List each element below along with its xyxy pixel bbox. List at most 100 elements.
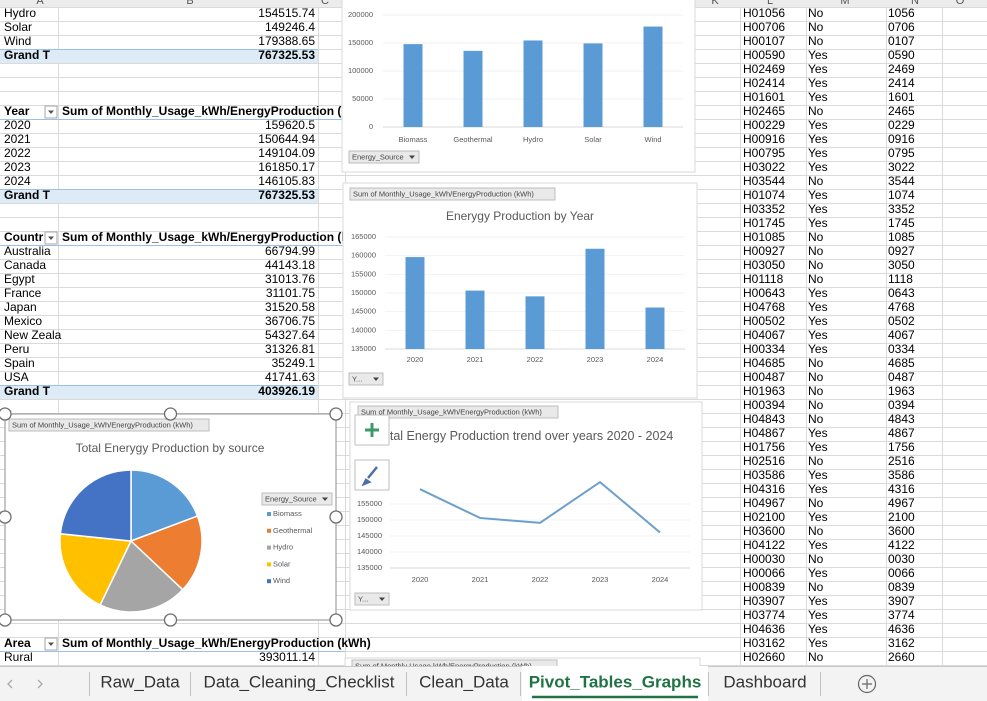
- code: 2469: [888, 62, 915, 76]
- selection-handle[interactable]: [329, 613, 343, 627]
- pivot-value: 31101.75: [266, 286, 315, 300]
- legend-label: Geothermal: [273, 526, 313, 535]
- new-sheet-button[interactable]: [857, 674, 877, 694]
- pivot-row-label: Japan: [4, 300, 37, 314]
- house-id: H04843: [743, 412, 785, 426]
- pivot-row-label: Hydro: [4, 6, 36, 20]
- pivot-filter-button[interactable]: [44, 105, 58, 119]
- house-id: H04316: [743, 482, 785, 496]
- add-chart-element-button[interactable]: [354, 414, 390, 446]
- selection-handle[interactable]: [329, 510, 343, 524]
- code: 0030: [888, 552, 915, 566]
- chart-styles-button[interactable]: [354, 459, 390, 491]
- x-tick-label: Hydro: [523, 135, 543, 144]
- y-tick-label: 50000: [352, 94, 373, 103]
- pivot-filter-button[interactable]: [44, 637, 58, 651]
- house-id: H03544: [743, 174, 785, 188]
- code: 0394: [888, 398, 915, 412]
- selection-handle[interactable]: [0, 510, 12, 524]
- code: 4636: [888, 622, 915, 636]
- yes-no-flag: Yes: [808, 118, 828, 132]
- sheet-tab-label: Dashboard: [723, 672, 806, 691]
- yes-no-flag: No: [808, 552, 824, 566]
- field-button[interactable]: Sum of Monthly_Usage_kWh/EnergyProductio…: [349, 187, 556, 201]
- pivot-row-label: 2020: [4, 118, 31, 132]
- sheet-tab[interactable]: Clean_Data: [419, 672, 521, 696]
- house-id: H00643: [743, 286, 785, 300]
- pivot-row-label: New Zeala: [4, 328, 62, 342]
- house-id: H04067: [743, 328, 785, 342]
- code: 3586: [888, 468, 915, 482]
- code: 2660: [888, 650, 915, 664]
- sheet-tab-label: Pivot_Tables_Graphs: [529, 672, 702, 691]
- bar: [405, 257, 425, 349]
- legend-swatch: [267, 562, 271, 567]
- house-id: H04967: [743, 496, 785, 510]
- pivot-value-field: Sum of Monthly_Usage_kWh/EnergyProductio…: [62, 230, 371, 244]
- sheet-tab[interactable]: Raw_Data: [89, 672, 191, 696]
- yes-no-flag: Yes: [808, 286, 828, 300]
- grand-total-band: [0, 189, 318, 203]
- pivot-row-label: 2023: [4, 160, 31, 174]
- pivot-row-label: Rural: [4, 650, 33, 664]
- scroll-left-button[interactable]: [7, 679, 13, 689]
- legend-label: Solar: [273, 559, 291, 568]
- house-id: H00229: [743, 118, 785, 132]
- y-tick-label: 145000: [357, 531, 382, 540]
- code: 2516: [888, 454, 915, 468]
- pivot-row-label: Solar: [4, 20, 32, 34]
- field-button[interactable]: Y...: [354, 592, 390, 606]
- pivot-filter-button[interactable]: [44, 231, 58, 245]
- selection-handle[interactable]: [329, 407, 343, 421]
- field-button[interactable]: Y...: [348, 372, 384, 386]
- house-id: H03022: [743, 160, 785, 174]
- selection-handle[interactable]: [0, 407, 12, 421]
- house-id: H00795: [743, 146, 785, 160]
- field-button-label: Energy_Source: [265, 494, 317, 503]
- code: 0229: [888, 118, 915, 132]
- house-id: H01745: [743, 216, 785, 230]
- code: 1963: [888, 384, 915, 398]
- sheet-tab[interactable]: Dashboard: [723, 672, 821, 696]
- field-button[interactable]: Sum of Monthly_Usage_kWh/EnergyProductio…: [357, 405, 559, 419]
- x-tick-label: 2021: [472, 575, 489, 584]
- code: 2465: [888, 104, 915, 118]
- field-button[interactable]: Energy_Source: [261, 492, 333, 506]
- bar: [645, 307, 665, 349]
- pivot-value: 393011.14: [259, 650, 315, 664]
- pivot-value: 31013.76: [265, 272, 315, 286]
- scroll-right-button[interactable]: [37, 679, 43, 689]
- pie-slice: [130, 469, 199, 543]
- yes-no-flag: Yes: [808, 426, 828, 440]
- house-id: H00502: [743, 314, 785, 328]
- pivot-row-field: Year: [4, 104, 30, 118]
- grand-total-band: [0, 385, 318, 399]
- chart: Sum of Monthly_Usage_kWh/EnergyProductio…: [349, 401, 703, 611]
- selection-handle[interactable]: [0, 613, 12, 627]
- pivot-value: 54327.64: [265, 328, 315, 342]
- pie-slice: [59, 532, 133, 606]
- code: 1056: [888, 6, 915, 20]
- code: 3162: [888, 636, 915, 650]
- yes-no-flag: Yes: [808, 202, 828, 216]
- pivot-value: 149246.4: [265, 20, 315, 34]
- field-button[interactable]: Sum of Monthly_Usage_kWh/EnergyProductio…: [8, 418, 210, 432]
- pivot-row-label: Mexico: [4, 314, 42, 328]
- pivot-row-label: Canada: [4, 258, 46, 272]
- selection-handle[interactable]: [163, 613, 178, 627]
- yes-no-flag: Yes: [808, 608, 828, 622]
- code: 4967: [888, 496, 915, 510]
- sheet-tab[interactable]: Data_Cleaning_Checklist: [204, 672, 407, 696]
- house-id: H02100: [743, 510, 785, 524]
- field-button[interactable]: Energy_Source: [348, 150, 420, 164]
- sheet-tab[interactable]: Pivot_Tables_Graphs: [522, 666, 709, 701]
- yes-no-flag: No: [808, 496, 824, 510]
- selection-handle[interactable]: [163, 407, 178, 421]
- plus-icon: [365, 423, 379, 437]
- y-tick-label: 0: [369, 122, 373, 131]
- column-letter: A: [36, 0, 44, 7]
- code: 1745: [888, 216, 915, 230]
- grand-total-label: Grand T: [4, 188, 51, 202]
- dropdown-arrow: [48, 110, 54, 114]
- x-tick-label: 2022: [532, 575, 549, 584]
